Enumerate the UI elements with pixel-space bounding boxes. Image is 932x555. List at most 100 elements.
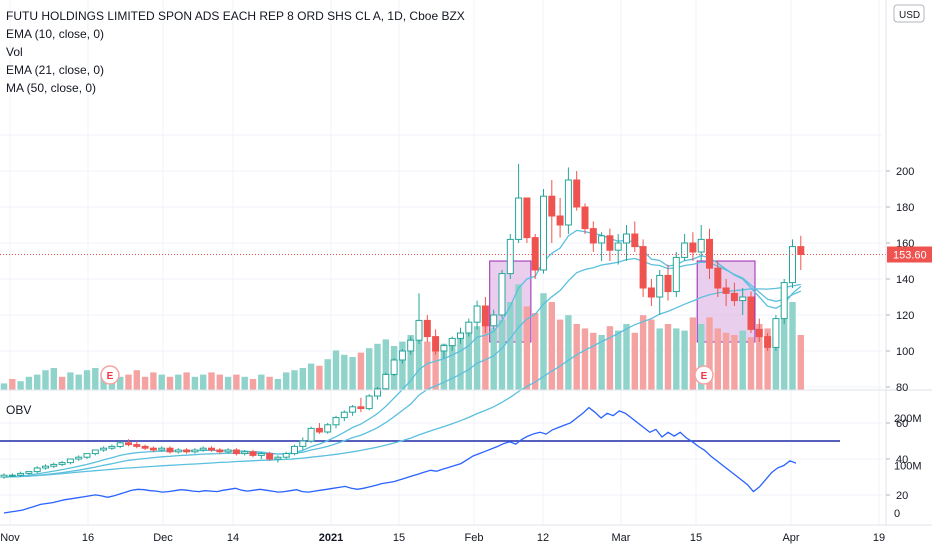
candle-body <box>349 406 357 413</box>
volume-bar <box>141 376 149 390</box>
earnings-marker[interactable]: E <box>100 365 120 385</box>
candle-body <box>556 215 564 226</box>
volume-bar <box>789 302 796 390</box>
candle-body <box>623 233 630 244</box>
volume-bar <box>673 328 680 390</box>
volume-bar <box>216 374 223 390</box>
volume-bar <box>125 374 132 390</box>
volume-bar <box>664 324 672 390</box>
candle-body <box>141 445 149 449</box>
volume-bar <box>482 324 489 390</box>
volume-bar <box>241 376 248 390</box>
volume-bar <box>731 335 738 390</box>
candle-body <box>531 237 539 271</box>
volume-bar <box>631 332 638 390</box>
candle-body <box>125 442 132 446</box>
volume-bar <box>283 372 290 390</box>
obv-pane <box>3 406 797 514</box>
candle-body <box>689 242 697 253</box>
candle-body <box>465 321 473 334</box>
candle-body <box>315 427 323 433</box>
volume-bar <box>324 359 331 390</box>
volume-bar <box>548 302 555 390</box>
candle-body <box>216 449 224 453</box>
volume-bar <box>498 319 506 390</box>
volume-bar <box>42 370 49 390</box>
x-tick-label: 19 <box>873 532 885 544</box>
volume-bar <box>473 326 481 390</box>
currency-label[interactable]: USD <box>899 10 920 21</box>
volume-bar <box>772 319 780 390</box>
volume-bar <box>615 330 622 390</box>
x-tick-label: 14 <box>227 532 239 544</box>
legend-ma50: MA (50, close, 0) <box>6 81 96 95</box>
candlesticks <box>0 163 805 479</box>
earnings-circle[interactable] <box>694 365 714 385</box>
volume-bar <box>465 332 472 390</box>
obv-tick-label: 100M <box>894 461 922 473</box>
candle-body <box>17 472 25 476</box>
candle-body <box>573 179 581 208</box>
y-tick-label: 100 <box>896 346 914 358</box>
volume-bar <box>9 379 16 390</box>
currency-selector[interactable]: USD <box>893 4 925 23</box>
volume-bar <box>756 324 763 390</box>
volume-bar <box>540 293 547 390</box>
earnings-circle[interactable] <box>100 365 120 385</box>
candle-body <box>415 319 423 341</box>
volume-bar <box>150 372 157 390</box>
volume-bar <box>258 374 265 390</box>
volume-bar <box>249 379 257 390</box>
volume-bar <box>200 374 207 390</box>
volume-bar <box>92 368 99 390</box>
candle-body <box>307 427 315 442</box>
candle-body <box>58 462 66 465</box>
x-tick-label: Dec <box>153 532 173 544</box>
obv-tick-label: 200M <box>894 413 922 425</box>
obv-label: OBV <box>6 403 31 417</box>
currency-box[interactable] <box>893 4 925 23</box>
candle-body <box>606 235 614 251</box>
x-tick-label: 16 <box>82 532 94 544</box>
ma-line <box>3 283 801 478</box>
volume-bar <box>656 328 663 390</box>
legend: FUTU HOLDINGS LIMITED SPON ADS EACH REP … <box>6 9 465 95</box>
candle-body <box>432 336 440 352</box>
volume-bar <box>457 337 464 390</box>
volume-bar <box>332 350 340 390</box>
volume-bar <box>183 372 190 390</box>
volume-bar <box>449 339 456 390</box>
earnings-marker[interactable]: E <box>694 365 714 385</box>
volume-bar <box>208 372 215 390</box>
volume-bar <box>382 339 389 390</box>
candle-body <box>66 458 74 464</box>
volume-bar <box>698 324 705 390</box>
volume-bar <box>399 341 406 390</box>
candle-body <box>631 233 639 248</box>
candle-body <box>133 444 141 447</box>
candle-body <box>722 287 730 294</box>
candle-body <box>755 328 763 338</box>
candle-body <box>564 179 572 226</box>
x-tick-label: Nov <box>0 532 20 544</box>
y-tick-label: 20 <box>896 490 908 502</box>
volume-bar <box>25 376 33 390</box>
candle-body <box>398 350 406 361</box>
candle-body <box>199 447 207 451</box>
candle-body <box>158 447 166 451</box>
candle-body <box>191 449 199 453</box>
volume-bar <box>415 324 423 390</box>
candle-body <box>274 456 282 460</box>
volume-bar <box>75 374 82 390</box>
volume-bar <box>17 381 24 390</box>
candle-body <box>697 238 705 253</box>
volume-bar <box>299 368 306 390</box>
volume-bar <box>407 335 414 390</box>
candle-body <box>764 336 772 348</box>
legend-vol: Vol <box>6 45 23 59</box>
candle-body <box>515 197 523 240</box>
candle-body <box>266 453 274 460</box>
